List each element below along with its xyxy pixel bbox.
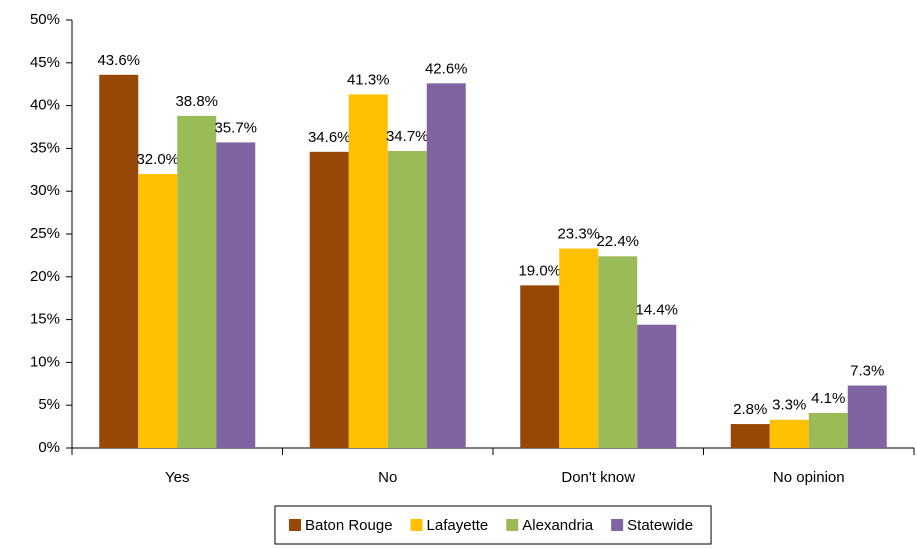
value-label: 14.4%: [635, 302, 678, 319]
value-label: 32.0%: [136, 151, 179, 168]
bar: [769, 419, 809, 448]
value-label: 43.6%: [97, 52, 140, 69]
bar: [847, 385, 887, 448]
y-tick-label: 50%: [30, 11, 60, 28]
legend-label: Statewide: [627, 517, 693, 534]
y-tick-label: 15%: [30, 311, 60, 328]
y-tick-label: 45%: [30, 54, 60, 71]
bar: [637, 324, 677, 448]
legend-swatch: [506, 519, 519, 531]
y-tick-label: 20%: [30, 268, 60, 285]
x-tick-label: No: [378, 469, 397, 486]
value-label: 34.7%: [386, 128, 429, 145]
y-tick-label: 40%: [30, 97, 60, 114]
y-tick-label: 10%: [30, 353, 60, 370]
legend: Baton Rouge Lafayette Alexandria Statewide: [274, 505, 712, 545]
value-label: 7.3%: [850, 362, 884, 379]
value-label: 22.4%: [596, 233, 639, 250]
legend-label: Baton Rouge: [305, 517, 393, 534]
value-label: 42.6%: [425, 60, 468, 77]
bar: [730, 424, 770, 448]
legend-swatch: [410, 519, 423, 531]
value-label: 34.6%: [308, 129, 351, 146]
bar: [808, 412, 848, 448]
value-label: 41.3%: [347, 71, 390, 88]
value-label: 23.3%: [557, 226, 600, 243]
bar: [387, 150, 427, 448]
value-label: 19.0%: [518, 262, 561, 279]
bar: [559, 248, 599, 448]
value-label: 2.8%: [733, 401, 767, 418]
legend-label: Alexandria: [522, 517, 594, 534]
y-tick-label: 0%: [38, 439, 60, 456]
y-tick-label: 35%: [30, 139, 60, 156]
bar: [426, 83, 466, 449]
x-tick-label: Yes: [165, 469, 189, 486]
x-tick-label: Don't know: [561, 469, 635, 486]
value-label: 35.7%: [214, 119, 257, 136]
bar: [177, 115, 217, 448]
value-label: 4.1%: [811, 390, 845, 407]
bar: [309, 151, 349, 448]
value-label: 38.8%: [175, 93, 218, 110]
y-tick-label: 25%: [30, 225, 60, 242]
value-label: 3.3%: [772, 397, 806, 414]
bar: [216, 142, 256, 448]
bar: [520, 285, 560, 448]
legend-box: [274, 505, 712, 545]
bar: [598, 256, 638, 448]
bar: [348, 94, 388, 449]
legend-swatch: [288, 519, 301, 531]
x-tick-label: No opinion: [773, 469, 845, 486]
bar: [138, 174, 178, 448]
y-tick-label: 5%: [38, 396, 60, 413]
bar: [99, 74, 139, 448]
legend-swatch: [611, 519, 624, 531]
legend-label: Lafayette: [427, 517, 489, 534]
y-tick-label: 30%: [30, 182, 60, 199]
